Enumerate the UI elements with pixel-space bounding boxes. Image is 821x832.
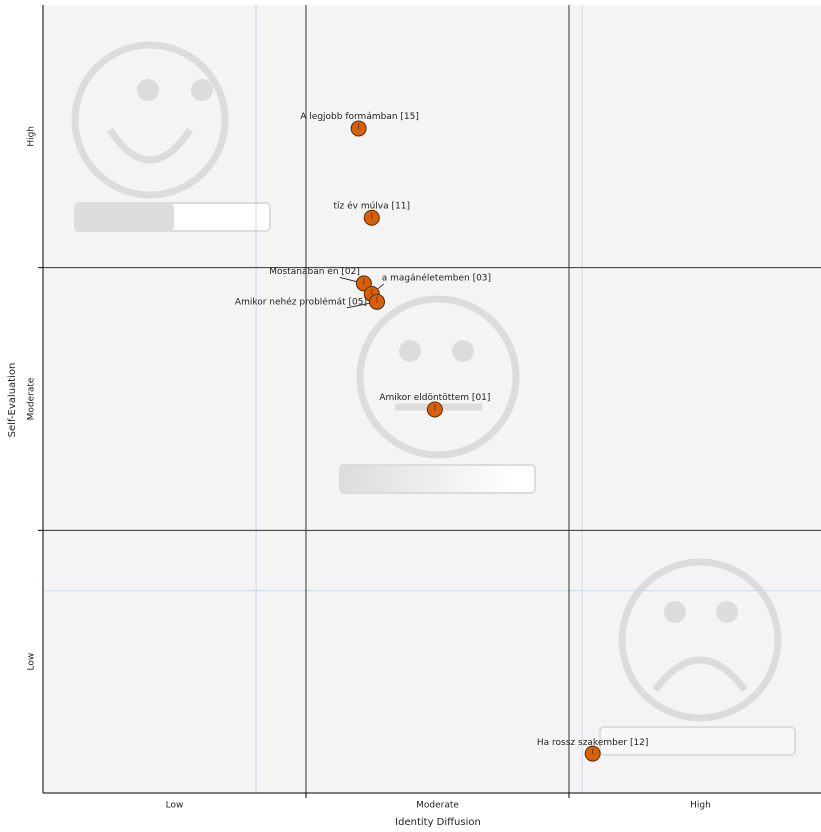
- grid: [43, 5, 821, 793]
- point-label: Amikor nehéz problémát [05]: [235, 296, 367, 307]
- point-label: a magánéletemben [03]: [382, 272, 491, 283]
- x-category-label: Moderate: [416, 801, 459, 811]
- x-category-label: High: [690, 801, 711, 811]
- point-label: tíz év múlva [11]: [334, 200, 411, 211]
- point-label: Amikor eldöntöttem [01]: [379, 393, 490, 403]
- x-axis-label: Identity Diffusion: [395, 817, 481, 828]
- y-category-label: Low: [27, 653, 37, 671]
- y-category-label: Moderate: [27, 377, 37, 420]
- decoration: [71, 41, 796, 756]
- point-label: Mostanában én [02]: [269, 266, 360, 277]
- y-axis-label: Self-Evaluation: [7, 363, 18, 438]
- y-category-label: High: [27, 126, 37, 147]
- x-category-label: Low: [166, 801, 184, 811]
- point-label: A legjobb formámban [15]: [300, 112, 419, 122]
- point-label: Ha rossz szakember [12]: [537, 738, 649, 748]
